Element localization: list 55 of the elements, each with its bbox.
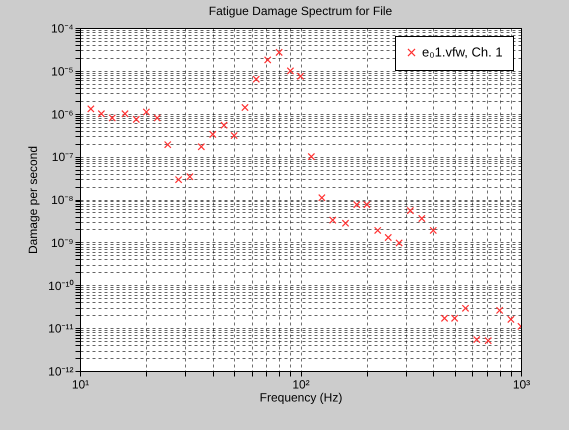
point (121, 110, 129, 118)
y-tick-label: 10⁻⁹ (51, 236, 74, 250)
y-tick-label: 10⁻¹² (48, 364, 74, 378)
point (374, 226, 382, 234)
point (174, 176, 182, 184)
y-tick-label: 10⁻⁸ (51, 193, 74, 207)
point (395, 239, 403, 247)
x-axis-title: Frequency (Hz) (260, 390, 342, 404)
x-tick-label: 10² (292, 378, 310, 392)
point (87, 105, 95, 113)
point (342, 219, 350, 227)
point (208, 130, 217, 138)
point (241, 104, 249, 112)
chart-title: Fatigue Damage Spectrum for File (208, 4, 393, 18)
point (363, 200, 371, 208)
point (328, 216, 336, 224)
point (472, 336, 481, 344)
point (186, 172, 194, 180)
y-tick-label: 10⁻⁵ (51, 64, 74, 78)
point (142, 108, 150, 116)
point (153, 114, 161, 122)
point (406, 206, 414, 214)
point (275, 48, 283, 56)
point (484, 336, 492, 344)
point (230, 132, 238, 140)
y-tick-label: 10⁻⁴ (50, 22, 74, 36)
point (418, 214, 426, 222)
x-tick-label: 10¹ (72, 378, 90, 392)
point (462, 304, 470, 312)
point (450, 314, 458, 322)
point (507, 316, 515, 324)
point (198, 142, 206, 151)
point (108, 114, 116, 122)
y-axis-title: Damage per second (26, 146, 40, 254)
point (220, 121, 228, 129)
x-tick-label: 10³ (512, 378, 530, 392)
point (296, 72, 304, 80)
point (286, 67, 294, 75)
point (496, 306, 504, 314)
point (308, 152, 316, 160)
point (252, 75, 260, 83)
point (264, 56, 272, 64)
y-tick-label: 10⁻¹¹ (48, 322, 74, 336)
y-tick-label: 10⁻⁷ (52, 150, 74, 164)
point (353, 200, 361, 208)
point (164, 140, 172, 148)
point (440, 314, 448, 322)
y-tick-label: 10⁻¹⁰ (48, 278, 74, 293)
legend-label: e₀1.vfw, Ch. 1 (422, 44, 503, 60)
point (318, 194, 326, 202)
point (98, 110, 106, 118)
point (429, 226, 438, 234)
point (132, 116, 140, 124)
y-tick-label: 10⁻⁶ (51, 107, 74, 122)
point (384, 234, 392, 242)
